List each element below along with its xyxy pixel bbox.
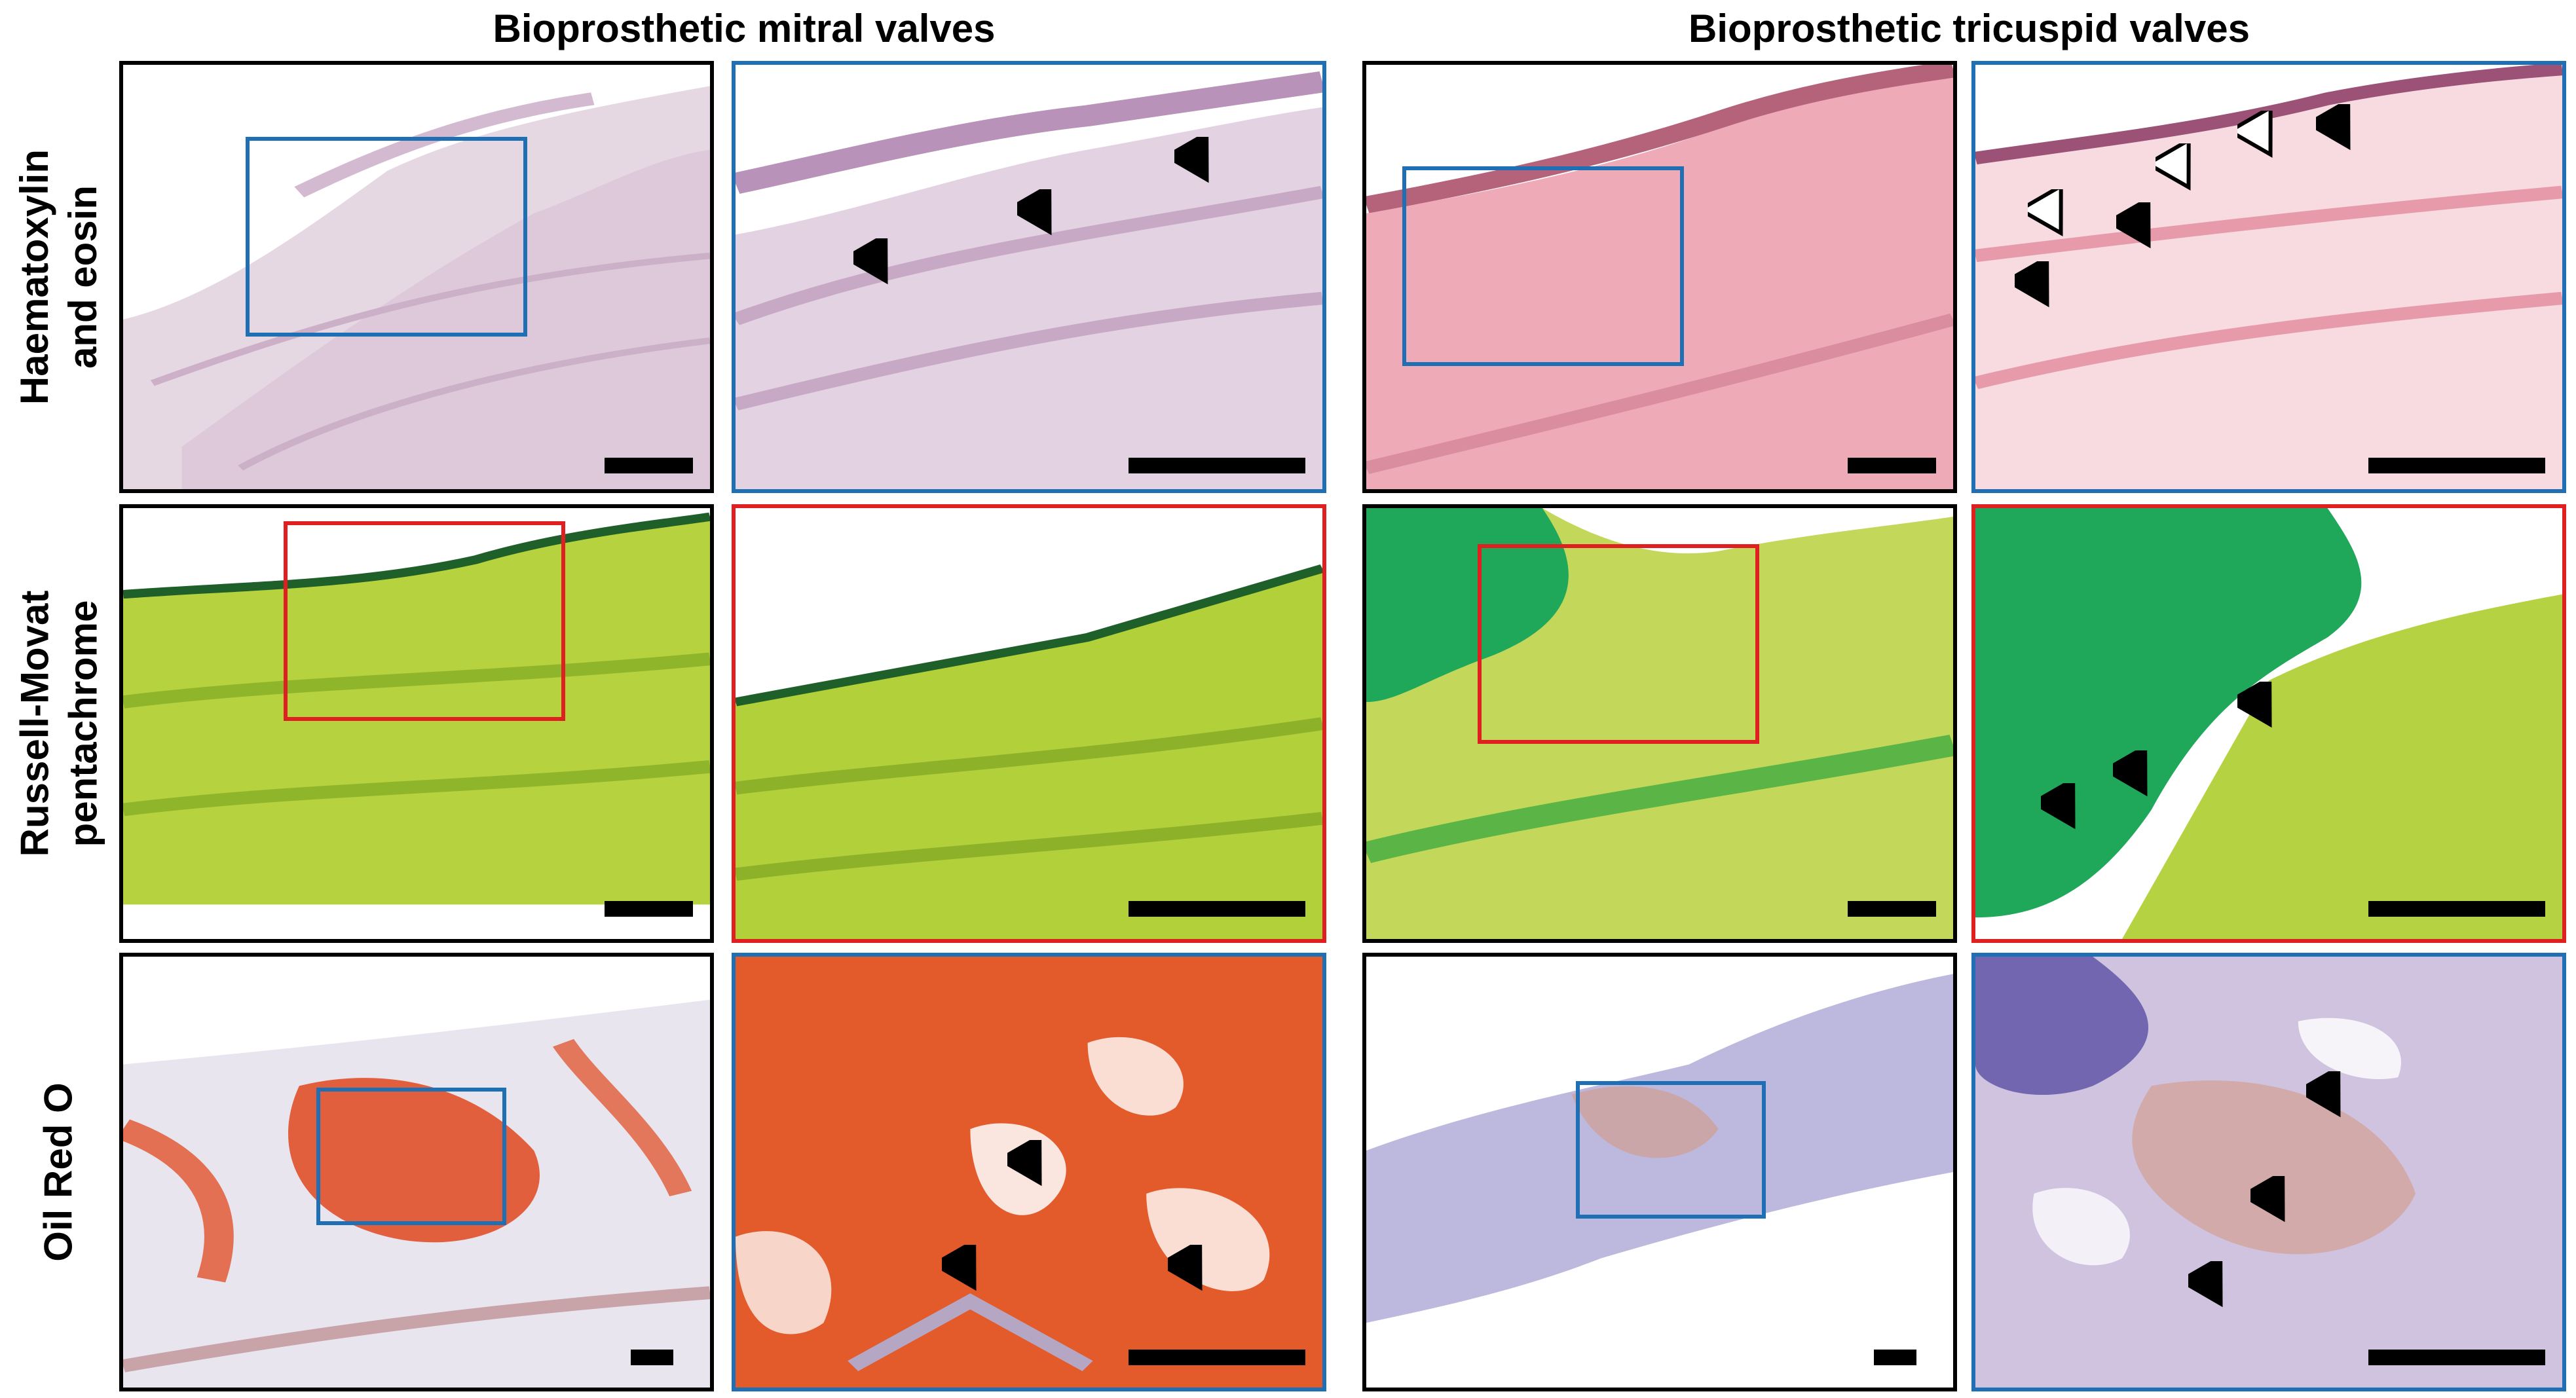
solid-arrowhead-icon	[1017, 189, 1052, 236]
row-title-he-line2: and eosin	[61, 185, 105, 369]
oro-mitral-zoom-region	[316, 1088, 506, 1225]
solid-arrowhead-icon	[2113, 750, 2148, 797]
scale-bar	[605, 901, 693, 917]
movat-tricuspid-overview	[1362, 504, 1957, 943]
oro-tricuspid-zoom-region	[1576, 1081, 1766, 1219]
movat-mitral-overview	[119, 504, 714, 943]
column-title-tricuspid: Bioprosthetic tricuspid valves	[1689, 7, 2250, 50]
he-tricuspid-overview	[1362, 61, 1957, 493]
solid-arrowhead-icon	[2116, 202, 2151, 249]
oro-mitral-zoom	[732, 953, 1326, 1391]
open-arrowhead-icon	[2156, 143, 2191, 191]
scale-bar	[1848, 901, 1936, 917]
solid-arrowhead-icon	[942, 1245, 977, 1291]
row-title-he-line1: Haematoxylin	[12, 149, 56, 405]
solid-arrowhead-icon	[2041, 783, 2076, 830]
open-arrowhead-icon	[2237, 111, 2273, 158]
scale-bar	[1874, 1350, 1916, 1365]
he-mitral-overview	[119, 61, 714, 493]
scale-bar	[631, 1350, 673, 1365]
movat-tricuspid-zoom	[1971, 504, 2566, 943]
column-title-mitral: Bioprosthetic mitral valves	[493, 7, 996, 50]
solid-arrowhead-icon	[1168, 1245, 1203, 1291]
solid-arrowhead-icon	[2188, 1261, 2223, 1308]
scale-bar	[2368, 901, 2545, 917]
scale-bar	[605, 458, 693, 473]
scale-bar	[1129, 1350, 1305, 1365]
solid-arrowhead-icon	[1174, 137, 1209, 183]
solid-arrowhead-icon	[2316, 104, 2351, 151]
he-mitral-zoom	[732, 61, 1326, 493]
row-title-oro-line1: Oil Red O	[37, 1082, 81, 1262]
solid-arrowhead-icon	[853, 238, 888, 285]
oro-tricuspid-overview	[1362, 953, 1957, 1391]
scale-bar	[2368, 1350, 2545, 1365]
row-title-oro: Oil Red O	[0, 953, 118, 1391]
movat-tricuspid-zoom-region	[1478, 544, 1759, 744]
open-arrowhead-icon	[2028, 189, 2063, 237]
he-tricuspid-zoom-region	[1402, 166, 1684, 366]
row-title-he: Haematoxylin and eosin	[0, 61, 118, 493]
row-title-movat-line2: pentachrome	[61, 600, 105, 847]
movat-mitral-zoom-region	[284, 521, 565, 721]
oro-tricuspid-zoom	[1971, 953, 2566, 1391]
movat-mitral-zoom	[732, 504, 1326, 943]
scale-bar	[1848, 458, 1936, 473]
row-title-movat-line1: Russell-Movat	[12, 590, 57, 857]
solid-arrowhead-icon	[2237, 682, 2272, 728]
solid-arrowhead-icon	[2250, 1176, 2285, 1223]
scale-bar	[2368, 458, 2545, 473]
row-title-movat: Russell-Movat pentachrome	[0, 504, 118, 943]
oro-mitral-overview	[119, 953, 714, 1391]
solid-arrowhead-icon	[1007, 1140, 1042, 1186]
scale-bar	[1129, 901, 1305, 917]
scale-bar	[1129, 458, 1305, 473]
solid-arrowhead-icon	[2306, 1071, 2341, 1118]
he-mitral-zoom-region	[246, 137, 527, 337]
he-tricuspid-zoom	[1971, 61, 2566, 493]
solid-arrowhead-icon	[2015, 261, 2049, 308]
